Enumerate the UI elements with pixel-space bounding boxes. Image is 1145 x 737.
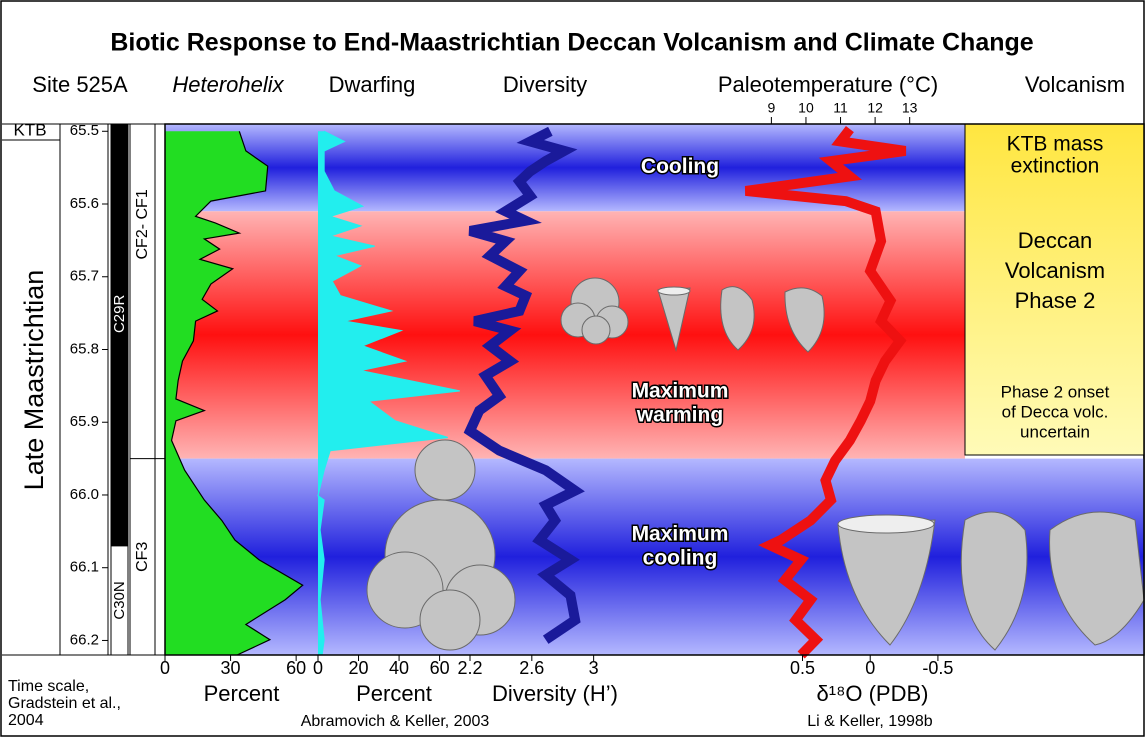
- x2-tick-label: 12: [867, 100, 883, 116]
- foram-images: [366, 277, 1145, 651]
- band-label: Maximum: [632, 523, 729, 546]
- plot-frame: [164, 123, 1145, 656]
- band-label: Cooling: [641, 155, 719, 178]
- x-tick-label: 0: [865, 658, 875, 678]
- boundary-label: KTB: [13, 120, 46, 139]
- x-axis-label: Percent: [204, 681, 280, 706]
- y-tick-label: 66.2: [70, 631, 99, 648]
- volcanism-text: Deccan: [1018, 228, 1093, 253]
- y-tick-label: 65.8: [70, 340, 99, 357]
- volcanism-text: Phase 2: [1015, 288, 1096, 313]
- x-tick-label: 20: [349, 658, 369, 678]
- volcanism-text: of Decca volc.: [1002, 402, 1109, 421]
- column-header: Volcanism: [1025, 72, 1125, 97]
- x-tick-label: 0.5: [790, 658, 815, 678]
- column-header: Heterohelix: [172, 72, 284, 97]
- chron: [110, 545, 129, 656]
- x-tick-label: 0: [160, 658, 170, 678]
- credit: Li & Keller, 1998b: [807, 713, 933, 730]
- volcanism-text: extinction: [1011, 155, 1100, 178]
- x-tick-label: 30: [221, 658, 241, 678]
- x-tick-label: 60: [286, 658, 306, 678]
- x-tick-label: 2.2: [457, 658, 482, 678]
- x-axis-label: Diversity (H’): [492, 681, 618, 706]
- zone-label: CF3: [134, 542, 151, 572]
- x2-tick-label: 11: [833, 100, 848, 116]
- y-tick-label: 66.1: [70, 559, 99, 576]
- x2-tick-label: 9: [767, 100, 775, 116]
- x2-tick-label: 10: [798, 100, 814, 116]
- y-tick-label: 65.5: [70, 122, 99, 139]
- volcanism-text: Phase 2 onset: [1001, 382, 1110, 401]
- stage-label: Late Maastrichtian: [19, 270, 49, 491]
- band-label: Maximum: [632, 380, 729, 403]
- area-fill: [165, 131, 303, 655]
- climate-band: [165, 211, 965, 459]
- volcanism-text: uncertain: [1020, 422, 1090, 441]
- x-tick-label: 0: [313, 658, 323, 678]
- timescale-credit: Gradstein et al.,: [8, 695, 121, 712]
- x-tick-label: 60: [430, 658, 450, 678]
- area-line: [170, 131, 304, 656]
- chron-label: C30N: [111, 581, 128, 619]
- volcanism-text: Volcanism: [1005, 258, 1105, 283]
- x-tick-label: 2.6: [519, 658, 544, 678]
- band-label: cooling: [643, 547, 718, 570]
- chron-label: C29R: [111, 295, 128, 334]
- x-axis-label: δ¹⁸O (PDB): [817, 681, 929, 706]
- area-line: [317, 130, 460, 656]
- volcanism-text: KTB mass: [1007, 133, 1104, 156]
- column-header: Paleotemperature (°C): [718, 72, 938, 97]
- y-tick-label: 65.7: [70, 268, 99, 285]
- column-header: Diversity: [503, 72, 587, 97]
- y-tick-label: 66.0: [70, 486, 99, 503]
- data-line: [744, 126, 907, 659]
- x-tick-label: 40: [389, 658, 409, 678]
- column-header: Site 525A: [32, 72, 128, 97]
- x-tick-label: 3: [589, 658, 599, 678]
- volcanism-box: [964, 123, 1145, 456]
- time-scale: 65.5 65.6 65.7 65.8 65.9 66.0 66.1 66.2 KTB Late …: [2, 120, 165, 656]
- x2-tick-label: 13: [902, 100, 918, 116]
- chron: [110, 123, 129, 547]
- column-header: Dwarfing: [329, 72, 416, 97]
- title: Biotic Response to End-Maastrichtian Dec…: [110, 29, 1033, 57]
- x-axis-label: Percent: [356, 681, 432, 706]
- zone-label: CF2- CF1: [134, 189, 151, 259]
- credit: Abramovich & Keller, 2003: [301, 713, 490, 730]
- plots: [165, 126, 907, 659]
- area-fill: [318, 131, 460, 655]
- band-label: warming: [636, 404, 723, 427]
- y-tick-label: 65.6: [70, 195, 99, 212]
- x-tick-label: -0.5: [922, 658, 953, 678]
- timescale-credit: 2004: [8, 712, 44, 729]
- data-line: [463, 126, 585, 644]
- timescale-credit: Time scale,: [8, 678, 89, 695]
- y-tick-label: 65.9: [70, 413, 99, 430]
